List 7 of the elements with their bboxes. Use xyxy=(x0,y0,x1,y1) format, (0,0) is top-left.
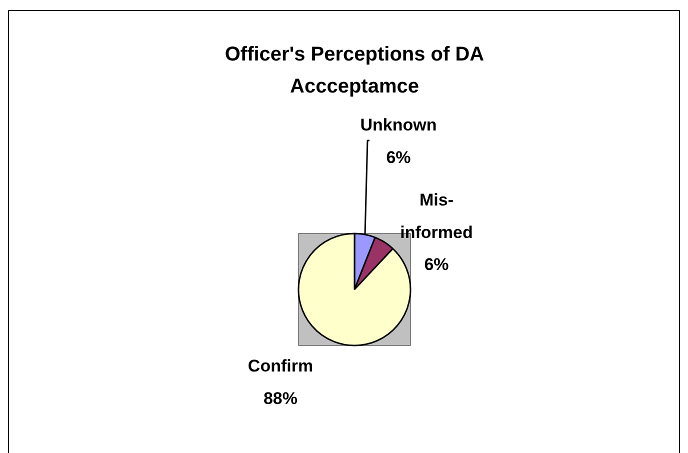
data-label: 6% xyxy=(386,148,411,167)
data-label: 88% xyxy=(263,388,298,408)
slice-label: Mis-informed xyxy=(400,190,473,242)
data-label: 6% xyxy=(424,255,449,274)
slice-label: Confirm xyxy=(248,356,314,376)
slice-label: Unknown xyxy=(360,116,437,134)
chart-title: Officer's Perceptions of DA Accceptamce xyxy=(224,44,484,98)
